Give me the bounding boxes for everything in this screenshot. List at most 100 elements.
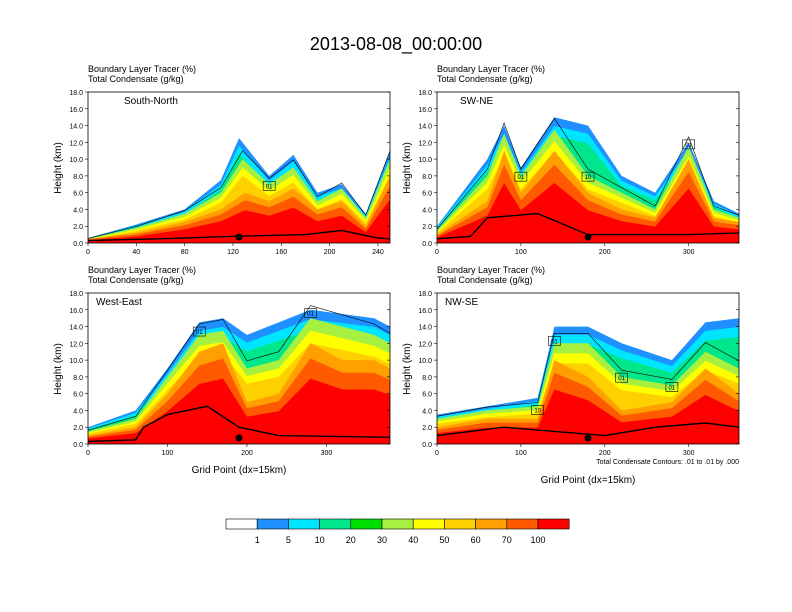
y-tick-label: 2.0 [422,425,432,432]
colorbar-label: 5 [286,535,291,545]
contour-label: 10 [581,171,595,182]
colorbar-swatch [475,518,508,530]
panel-south-north: Boundary Layer Tracer (%) Total Condensa… [53,64,391,256]
panel-line1: Boundary Layer Tracer (%) [437,64,545,74]
x-tick-label: 40 [132,249,140,256]
location-marker [584,434,592,442]
svg-text:01: 01 [551,339,558,345]
svg-text:01: 01 [307,312,314,318]
tracer-band-8 [437,183,739,243]
plot-area: 01 01 0.0 2.0 4.0 6.0 8.0 10.0 12.0 14.0 16.0 18.0 0… [69,291,391,457]
contour-note: Total Condensate Contours: .01 to .01 by… [596,459,739,466]
y-tick-label: 18.0 [418,291,432,298]
colorbar-swatch [412,518,445,530]
contour-label: 01 [304,308,317,318]
colorbar-swatch [319,518,352,530]
colorbar-swatch [381,518,414,530]
contour-label: 10 [531,405,544,415]
panel-west-east: Boundary Layer Tracer (%) Total Condensa… [53,265,391,476]
y-tick-label: 6.0 [73,191,83,198]
y-tick-label: 12.0 [69,140,83,147]
terrain-line [437,422,739,437]
svg-text:01: 01 [266,184,273,190]
y-tick-label: 18.0 [69,291,83,298]
contour-label: 01 [615,372,628,383]
condensate-contour [437,117,739,230]
colorbar-swatch [506,518,539,530]
plot-area: 01 10 01 0.0 2.0 4.0 6.0 8.0 10.0 12.0 14.0 16.0 18.… [418,90,740,256]
x-tick-label: 0 [435,450,439,457]
x-axis-label: Grid Point (dx=15km) [541,475,636,486]
colorbar-label: 100 [530,535,545,545]
y-tick-label: 16.0 [418,308,432,315]
location-marker [584,233,592,241]
y-tick-label: 16.0 [69,308,83,315]
colorbar-swatch [256,518,289,530]
contour-label: 01 [682,139,695,150]
y-tick-label: 4.0 [422,207,432,214]
y-tick-label: 10.0 [418,157,432,164]
x-tick-label: 80 [181,249,189,256]
x-tick-label: 300 [321,450,333,457]
plot-frame [436,91,740,244]
terrain-line [437,212,739,240]
panel-line1: Boundary Layer Tracer (%) [88,265,196,275]
terrain-line [88,229,390,242]
x-tick-label: 200 [599,249,611,256]
plot-area: 10 01 01 01 0.0 2.0 4.0 6.0 8.0 10.0 12.0 14.0 16.0 1… [418,291,740,457]
condensate-contour [88,150,390,239]
y-tick-label: 16.0 [69,107,83,114]
y-tick-label: 12.0 [418,341,432,348]
colorbar-label: 1 [255,535,260,545]
y-tick-label: 14.0 [418,325,432,332]
x-axis-label: Grid Point (dx=15km) [192,465,287,476]
location-marker [235,434,243,442]
svg-text:10: 10 [534,408,541,414]
y-tick-label: 12.0 [69,341,83,348]
x-tick-label: 0 [86,450,90,457]
colorbar-label: 70 [502,535,512,545]
y-tick-label: 6.0 [422,191,432,198]
y-tick-label: 10.0 [418,358,432,365]
y-tick-label: 8.0 [73,174,83,181]
y-tick-label: 10.0 [69,157,83,164]
y-tick-label: 2.0 [422,224,432,231]
x-tick-label: 300 [683,450,695,457]
x-tick-label: 200 [241,450,253,457]
colorbar: 1 5 10 20 30 40 50 60 70 100 [225,518,570,545]
x-tick-label: 100 [162,450,174,457]
svg-text:01: 01 [196,330,203,336]
y-tick-label: 14.0 [69,325,83,332]
colorbar-label: 20 [346,535,356,545]
contour-label: 01 [665,382,679,392]
colorbar-label: 50 [439,535,449,545]
x-tick-label: 200 [324,249,336,256]
y-axis-label: Height (km) [402,142,413,194]
x-tick-label: 160 [275,249,287,256]
y-axis-label: Height (km) [53,142,64,194]
x-tick-label: 100 [515,249,527,256]
x-tick-label: 200 [599,450,611,457]
location-marker [235,233,243,241]
plot-frame [87,292,391,445]
plot-frame [436,292,740,445]
contour-label: 01 [548,335,561,346]
colorbar-swatch [225,518,258,530]
contour-label: 01 [514,171,528,182]
y-tick-label: 4.0 [73,207,83,214]
plot-frame [87,91,391,244]
contour-label: 01 [262,181,276,191]
y-tick-label: 0.0 [73,241,83,248]
colorbar-label: 60 [471,535,481,545]
x-tick-label: 240 [372,249,384,256]
panel-nw-se: Boundary Layer Tracer (%) Total Condensa… [402,265,740,486]
tracer-band-8 [437,389,739,444]
y-tick-label: 10.0 [69,358,83,365]
y-tick-label: 14.0 [418,124,432,131]
y-tick-label: 8.0 [73,375,83,382]
y-tick-label: 0.0 [422,442,432,449]
colorbar-label: 10 [315,535,325,545]
svg-text:01: 01 [669,385,676,391]
panel-line2: Total Condensate (g/kg) [88,74,184,84]
